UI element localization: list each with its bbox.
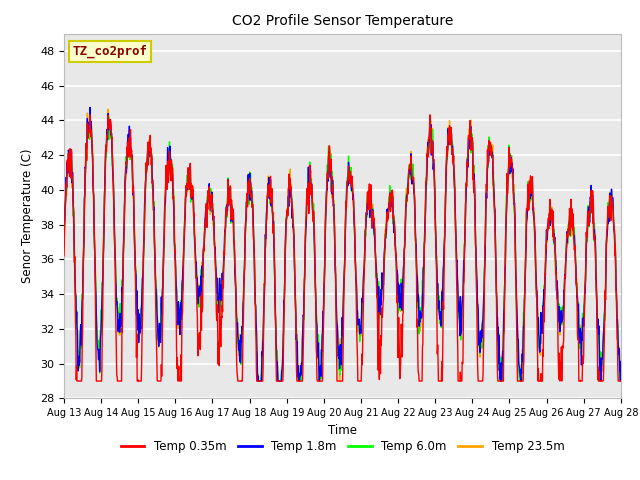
Temp 6.0m: [255, 378, 262, 384]
Line: Temp 1.8m: Temp 1.8m: [64, 108, 621, 381]
Legend: Temp 0.35m, Temp 1.8m, Temp 6.0m, Temp 23.5m: Temp 0.35m, Temp 1.8m, Temp 6.0m, Temp 2…: [116, 436, 569, 458]
Temp 0.35m: [297, 378, 305, 384]
Temp 6.0m: [60, 239, 68, 245]
Temp 23.5m: [60, 247, 68, 253]
Temp 0.35m: [104, 134, 111, 140]
Temp 23.5m: [297, 369, 305, 375]
Temp 0.35m: [60, 253, 68, 259]
Temp 0.35m: [617, 378, 625, 384]
Temp 23.5m: [103, 134, 111, 140]
Text: TZ_co2prof: TZ_co2prof: [72, 45, 147, 58]
Temp 1.8m: [253, 378, 261, 384]
Temp 6.0m: [378, 293, 385, 299]
Temp 6.0m: [126, 157, 134, 163]
Temp 0.35m: [318, 378, 326, 384]
Temp 0.35m: [308, 188, 316, 193]
Temp 23.5m: [104, 106, 112, 112]
Temp 1.8m: [308, 207, 316, 213]
Title: CO2 Profile Sensor Temperature: CO2 Profile Sensor Temperature: [232, 14, 453, 28]
Temp 0.35m: [426, 112, 434, 118]
Y-axis label: Senor Temperature (C): Senor Temperature (C): [22, 149, 35, 283]
Temp 6.0m: [104, 128, 111, 134]
Temp 23.5m: [378, 287, 385, 292]
Temp 23.5m: [126, 153, 134, 159]
Temp 1.8m: [319, 331, 326, 337]
Temp 1.8m: [60, 242, 68, 248]
Temp 1.8m: [617, 359, 625, 364]
Temp 23.5m: [319, 331, 326, 336]
Temp 1.8m: [378, 291, 385, 297]
Temp 6.0m: [297, 372, 305, 378]
Line: Temp 23.5m: Temp 23.5m: [64, 109, 621, 381]
Line: Temp 0.35m: Temp 0.35m: [64, 115, 621, 381]
Temp 6.0m: [308, 198, 316, 204]
Temp 1.8m: [126, 144, 134, 149]
Temp 23.5m: [617, 363, 625, 369]
Temp 0.35m: [126, 153, 134, 158]
Temp 0.35m: [73, 378, 81, 384]
Line: Temp 6.0m: Temp 6.0m: [64, 115, 621, 381]
Temp 0.35m: [378, 342, 385, 348]
Temp 1.8m: [104, 136, 111, 142]
Temp 23.5m: [308, 200, 316, 205]
Temp 23.5m: [253, 378, 261, 384]
Temp 1.8m: [86, 105, 94, 110]
Temp 6.0m: [319, 332, 326, 338]
Temp 1.8m: [297, 368, 305, 374]
Temp 6.0m: [86, 112, 94, 118]
Temp 6.0m: [617, 369, 625, 374]
X-axis label: Time: Time: [328, 424, 357, 437]
